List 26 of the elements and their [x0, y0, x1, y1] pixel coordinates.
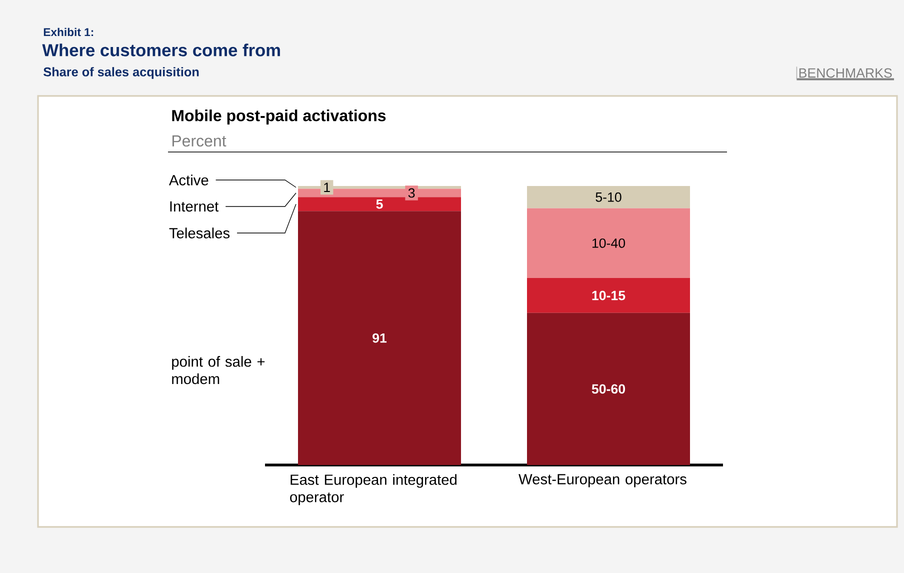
bar	[298, 197, 462, 212]
bar	[527, 186, 690, 208]
bar	[298, 211, 462, 465]
bar	[527, 278, 690, 313]
x-tick-label: West-European operators	[518, 474, 686, 488]
x-tick-label: East European integrated operator	[290, 474, 456, 506]
text: point of sale + modem	[172, 356, 265, 384]
text: Internet	[170, 201, 219, 212]
text: Exhibit 1:	[44, 28, 94, 36]
text: Telesales	[169, 228, 230, 238]
data-label: 10-40	[592, 238, 626, 248]
bar	[527, 312, 690, 465]
data-label: 1	[324, 182, 330, 192]
data-label: 91	[372, 333, 387, 343]
chart-title: Where customers come from	[42, 44, 280, 56]
data-label: 50-60	[592, 384, 626, 394]
text: Active	[168, 174, 208, 186]
data-label: 5-10	[596, 192, 622, 202]
text: Percent	[172, 135, 226, 147]
text: BENCHMARKS	[799, 68, 892, 78]
text: Share of sales acquisition	[44, 67, 199, 79]
text: Mobile post-paid activations	[172, 110, 386, 124]
data-label: 10-15	[592, 290, 626, 300]
data-label: 3	[408, 188, 415, 198]
bar	[527, 208, 690, 278]
data-label: 5	[376, 199, 383, 209]
